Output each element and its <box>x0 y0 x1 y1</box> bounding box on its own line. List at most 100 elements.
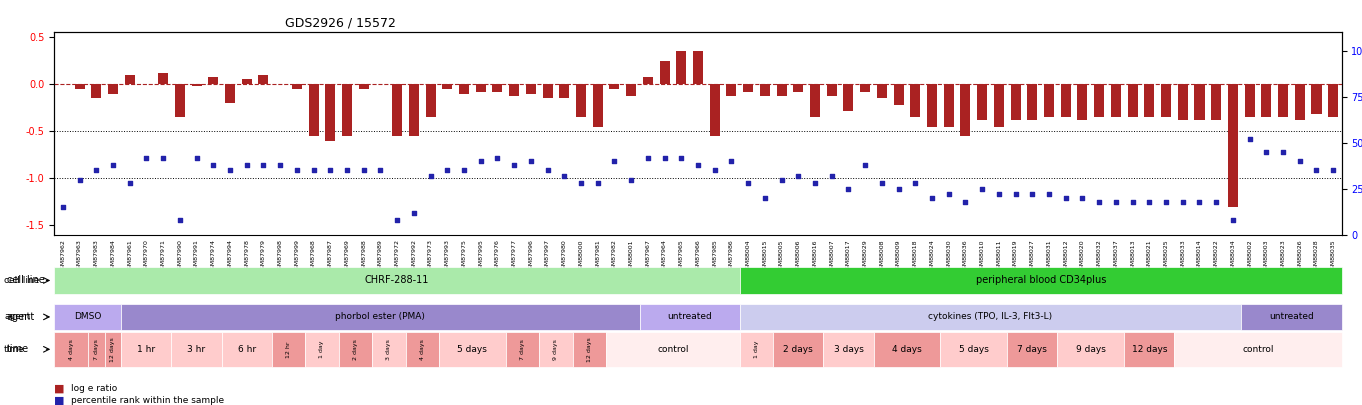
Text: 7 days: 7 days <box>520 339 524 360</box>
Point <box>302 167 324 174</box>
Bar <box>677 51 686 84</box>
Point <box>403 209 425 216</box>
Bar <box>693 51 703 84</box>
Bar <box>493 84 503 92</box>
Text: 12 days: 12 days <box>587 337 592 362</box>
Text: 1 day: 1 day <box>320 341 324 358</box>
Point <box>286 167 308 174</box>
Point <box>737 180 759 187</box>
Point <box>686 162 708 168</box>
Point <box>1256 149 1278 155</box>
Point <box>771 177 793 183</box>
Bar <box>994 84 1004 127</box>
Text: 9 days: 9 days <box>1076 345 1106 354</box>
Bar <box>1194 84 1204 120</box>
Bar <box>928 84 937 127</box>
Text: 7 days: 7 days <box>1017 345 1047 354</box>
Bar <box>1245 84 1254 117</box>
Point <box>1105 198 1126 205</box>
Bar <box>91 84 101 98</box>
Text: cell line: cell line <box>4 276 39 285</box>
Bar <box>1128 84 1137 117</box>
Point <box>387 217 409 224</box>
Bar <box>1229 84 1238 207</box>
Bar <box>793 84 804 92</box>
Point <box>203 162 225 168</box>
Text: 12 days: 12 days <box>1132 345 1167 354</box>
Text: untreated: untreated <box>667 312 712 322</box>
Point <box>603 158 625 164</box>
Point <box>838 185 859 192</box>
Bar <box>893 84 903 105</box>
Bar <box>726 84 737 96</box>
Bar <box>326 84 335 141</box>
Point <box>1122 198 1144 205</box>
Text: 3 days: 3 days <box>387 339 391 360</box>
Bar <box>125 75 135 84</box>
Point <box>1306 167 1328 174</box>
Point <box>637 154 659 161</box>
Point <box>520 158 542 164</box>
Text: cell line: cell line <box>7 275 45 286</box>
Bar <box>108 84 118 94</box>
Text: time: time <box>7 344 29 354</box>
Point <box>987 191 1009 198</box>
Bar <box>810 84 820 117</box>
Point <box>319 167 340 174</box>
Point <box>1022 191 1043 198</box>
Point <box>219 167 241 174</box>
Text: 9 days: 9 days <box>553 339 558 360</box>
Bar <box>1278 84 1288 117</box>
Point <box>454 167 475 174</box>
Text: 7 days: 7 days <box>94 339 99 360</box>
Point <box>553 173 575 179</box>
Bar <box>174 84 185 117</box>
Point <box>971 185 993 192</box>
Bar <box>1295 84 1305 120</box>
Point <box>118 180 140 187</box>
Bar <box>526 84 535 94</box>
Bar <box>1111 84 1121 117</box>
Text: phorbol ester (PMA): phorbol ester (PMA) <box>335 312 425 322</box>
Point <box>369 167 391 174</box>
Text: time: time <box>4 345 25 354</box>
Text: 3 days: 3 days <box>834 345 864 354</box>
Bar <box>1178 84 1188 120</box>
Point <box>755 195 776 201</box>
Bar <box>392 84 402 136</box>
Point <box>872 180 893 187</box>
Text: agent: agent <box>4 312 30 322</box>
Text: control: control <box>1242 345 1273 354</box>
Bar <box>760 84 770 96</box>
Point <box>620 177 642 183</box>
Bar <box>609 84 620 89</box>
Point <box>1072 195 1094 201</box>
Text: 4 days: 4 days <box>892 345 922 354</box>
Text: CHRF-288-11: CHRF-288-11 <box>365 275 429 286</box>
Text: cytokines (TPO, IL-3, Flt3-L): cytokines (TPO, IL-3, Flt3-L) <box>929 312 1053 322</box>
Point <box>1323 167 1344 174</box>
Bar <box>1211 84 1222 120</box>
Text: 4 days: 4 days <box>419 339 425 360</box>
Point <box>436 167 458 174</box>
Text: 6 hr: 6 hr <box>237 345 256 354</box>
Bar <box>1328 84 1339 117</box>
Text: ■: ■ <box>54 396 65 405</box>
Point <box>169 217 191 224</box>
Bar <box>827 84 836 96</box>
Bar <box>627 84 636 96</box>
Point <box>1088 198 1110 205</box>
Point <box>904 180 926 187</box>
Point <box>888 185 910 192</box>
Bar <box>744 84 753 92</box>
Text: agent: agent <box>7 312 35 322</box>
Text: 2 days: 2 days <box>783 345 813 354</box>
Bar <box>910 84 921 117</box>
Point <box>136 154 158 161</box>
Bar <box>75 84 84 89</box>
Point <box>336 167 358 174</box>
Point <box>1139 198 1160 205</box>
Text: 1 hr: 1 hr <box>138 345 155 354</box>
Bar <box>358 84 369 89</box>
Bar <box>158 73 168 84</box>
